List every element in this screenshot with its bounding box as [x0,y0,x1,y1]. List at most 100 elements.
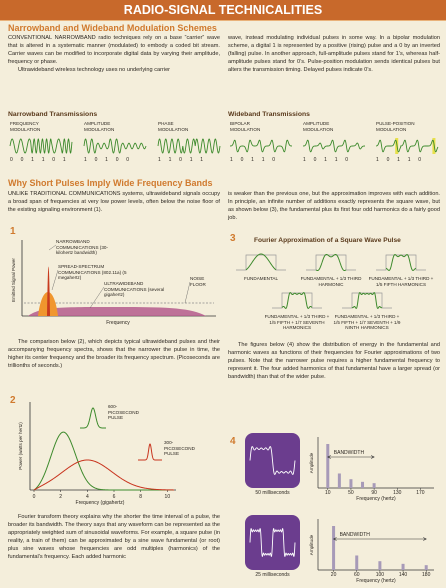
x-axis-label: Frequency (hertz) [356,496,396,502]
scheme-label: BIPOLAR MODULATION [230,121,261,132]
figure-number: 2 [10,395,16,406]
annotation: NOISE FLOOR [190,276,206,287]
x-tick-label: 90 [371,490,377,496]
waveform [83,138,147,154]
bit-string: 1 0 1 1 0 [230,157,279,163]
paragraph: wave, instead modulating individual puls… [228,35,440,73]
approximation [315,253,347,272]
paragraph: is weaker than the previous one, but the… [228,191,440,221]
y-axis-label: Amplitude [309,452,314,473]
panel-label: FUNDAMENTAL + 1/3 THIRD + 1/5 FIFTH + 1/… [264,314,330,331]
panel-label: FUNDAMENTAL + 1/3 THIRD HARMONIC [300,276,362,287]
annotation: SPREAD-SPECTRUM COMMUNICATIONS (802.11a)… [58,264,127,281]
x-tick-label: 4 [86,494,89,500]
figure-number: 4 [230,436,236,447]
x-tick-label: 10 [325,490,331,496]
x-tick-label: 0 [33,494,36,500]
bar [355,555,359,570]
x-tick-label: 20 [331,572,337,578]
scheme-label: AMPLITUDE MODULATION [303,121,334,132]
leader-line [51,269,59,291]
bar [332,526,336,570]
square-wave [306,254,356,271]
leader-line [48,244,57,251]
spectrum-600ps [33,431,174,491]
annotation: 600-PICOSECOND PULSE [108,404,139,421]
x-tick-label: 2 [59,494,62,500]
approximation [245,253,277,271]
leader-line [89,286,105,309]
x-tick-label: 60 [354,572,360,578]
x-axis-label: Frequency (hertz) [356,578,396,584]
page-title: RADIO-SIGNAL TECHNICALITIES [124,3,322,17]
square-wave [342,292,392,309]
annotation: ULTRAWIDEBAND COMMUNICATIONS (several gi… [104,281,165,298]
section-heading: Why Short Pulses Imply Wide Frequency Ba… [8,178,213,188]
bar [349,479,353,488]
bit-string: 1 0 1 1 0 [376,157,425,163]
bar [401,563,405,570]
waveform [375,139,439,153]
figure-number: 3 [230,233,236,244]
bar [337,473,341,488]
bit-string: 0 0 1 1 0 1 [10,157,69,163]
pulse-300ps [138,443,162,461]
bandwidth-arrow [327,455,375,459]
scheme-label: AMPLITUDE MODULATION [84,121,115,132]
pulse-label: 25 milliseconds [255,572,290,578]
panel-label: FUNDAMENTAL + 1/3 THIRD + 1/5 FIFTH HARM… [368,276,434,287]
fig2-y-label: Power (watts per hertz) [18,422,23,470]
waveform [303,139,365,153]
x-tick-label: 140 [399,572,408,578]
paragraph: UNLIKE TRADITIONAL COMMUNICATIONS system… [8,191,220,213]
square-wave [376,254,426,271]
text-column: CONVENTIONAL NARROWBAND radio techniques… [8,34,220,74]
bar [326,444,330,488]
subheading: Narrowband Transmissions [8,111,98,118]
panel-label: FUNDAMENTAL + 1/3 THIRD + 1/5 FIFTH + 1/… [333,314,401,331]
spectrum-300ps [33,459,174,491]
pulse-waveform [249,528,296,557]
scheme-label: PULSE-POSITION MODULATION [376,121,415,132]
section-heading: Narrowband and Wideband Modulation Schem… [8,23,217,33]
uwb-spectrum [28,307,206,316]
approximation [385,254,417,271]
fig1-x-label: Frequency [106,320,130,326]
bit-string: 1 0 1 0 0 [84,157,133,163]
paragraph: The comparison below (2), which depicts … [8,339,220,369]
waveform [9,138,73,154]
x-tick-label: 100 [376,572,385,578]
pulse-600ps [80,407,106,429]
figure-number: 1 [10,226,16,237]
x-tick-label: 180 [422,572,431,578]
bandwidth-label: BANDWIDTH [340,532,371,538]
waveform [157,138,221,154]
pulse-waveform [249,446,296,475]
x-tick-label: 8 [139,494,142,500]
bit-string: 1 1 0 1 1 [158,157,207,163]
paragraph: The figures below (4) show the distribut… [228,342,440,380]
approximation [281,292,313,309]
bar [372,483,376,488]
x-tick-label: 50 [348,490,354,496]
approximation [351,292,383,309]
scheme-label: FREQUENCY MODULATION [10,121,41,132]
subheading: Wideband Transmissions [228,111,310,118]
x-tick-label: 170 [416,490,425,496]
paragraph: Ultrawideband wireless technology uses n… [18,67,171,73]
panel-label: FUNDAMENTAL [243,276,279,281]
fig2-x-label: Frequency (gigahertz) [76,500,125,506]
square-wave [272,292,322,309]
paragraph: Fourier transform theory explains why th… [8,514,220,560]
pulse-label: 50 milliseconds [255,490,290,496]
x-tick-label: 130 [393,490,402,496]
bandwidth-label: BANDWIDTH [334,450,365,456]
leader-line [184,281,191,304]
bar [361,481,365,488]
square-wave [236,254,286,271]
scheme-label: PHASE MODULATION [158,121,189,132]
bit-string: 1 0 1 1 0 [303,157,352,163]
narrowband-spike [47,266,50,316]
annotation: 300-PICOSECOND PULSE [164,440,195,457]
